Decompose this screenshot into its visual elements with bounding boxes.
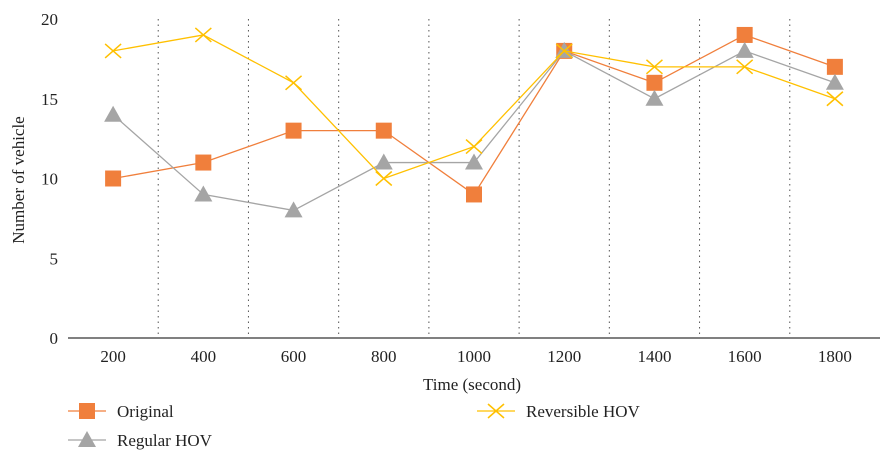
data-point	[645, 59, 663, 75]
legend-label: Regular HOV	[117, 431, 213, 450]
data-point	[104, 105, 123, 122]
marker-stroke	[285, 75, 303, 91]
x-tick-label: 400	[191, 347, 217, 366]
x-tick-label: 200	[100, 347, 126, 366]
data-point	[825, 73, 844, 90]
data-point	[826, 91, 844, 107]
series-reversible-hov	[104, 27, 844, 187]
legend-marker	[78, 431, 96, 447]
x-tick-label: 1200	[547, 347, 581, 366]
marker-stroke	[375, 170, 393, 187]
data-point	[284, 201, 303, 218]
marker-stroke	[465, 139, 483, 155]
data-point	[375, 170, 393, 187]
x-tick-label: 1600	[728, 347, 762, 366]
data-point	[736, 59, 754, 75]
y-tick-label: 15	[41, 90, 58, 109]
legend-label: Original	[117, 402, 174, 421]
legend-marker	[79, 403, 95, 419]
data-point	[374, 153, 393, 170]
data-point	[826, 58, 843, 75]
x-axis-label: Time (second)	[423, 375, 521, 394]
data-point	[466, 186, 482, 203]
data-point	[194, 185, 213, 202]
x-tick-labels: 200 400 600 800 1000 1200 1400 1600 1800	[100, 347, 852, 366]
y-tick-labels: 0 5 10 15 20	[41, 10, 58, 348]
marker-stroke	[555, 43, 573, 59]
data-point	[285, 122, 302, 139]
series-group	[104, 26, 844, 218]
data-point	[375, 122, 392, 139]
grid-lines	[157, 19, 791, 338]
data-point	[465, 139, 483, 155]
data-point	[104, 43, 122, 59]
legend-item: Original	[68, 402, 174, 421]
x-tick-label: 1400	[637, 347, 671, 366]
y-tick-label: 0	[50, 329, 59, 348]
y-tick-label: 20	[41, 10, 58, 29]
data-point	[194, 27, 212, 43]
series-original	[105, 26, 843, 203]
marker-stroke	[736, 59, 754, 75]
marker-stroke	[104, 43, 122, 59]
data-point	[735, 41, 754, 58]
x-tick-label: 1000	[457, 347, 491, 366]
data-point	[736, 26, 753, 43]
data-point	[195, 154, 212, 171]
data-point	[555, 43, 573, 59]
marker-stroke	[194, 27, 212, 43]
marker-stroke	[826, 91, 844, 107]
y-axis-label: Number of vehicle	[9, 116, 28, 243]
legend-marker	[487, 403, 505, 419]
x-tick-label: 800	[371, 347, 397, 366]
marker-stroke	[487, 403, 505, 419]
data-point	[645, 89, 664, 106]
series-line	[112, 34, 836, 196]
y-tick-label: 5	[50, 249, 59, 268]
y-tick-label: 10	[41, 170, 58, 189]
x-tick-label: 1800	[818, 347, 852, 366]
data-point	[105, 170, 122, 187]
data-point	[285, 75, 303, 91]
legend-item: Reversible HOV	[477, 402, 641, 421]
legend-label: Reversible HOV	[526, 402, 641, 421]
legend-item: Regular HOV	[68, 431, 213, 450]
x-tick-label: 600	[281, 347, 307, 366]
data-point	[465, 153, 483, 170]
legend: Original Regular HOV Reversible HOV	[68, 402, 641, 450]
marker-stroke	[645, 59, 663, 75]
data-point	[646, 74, 663, 91]
